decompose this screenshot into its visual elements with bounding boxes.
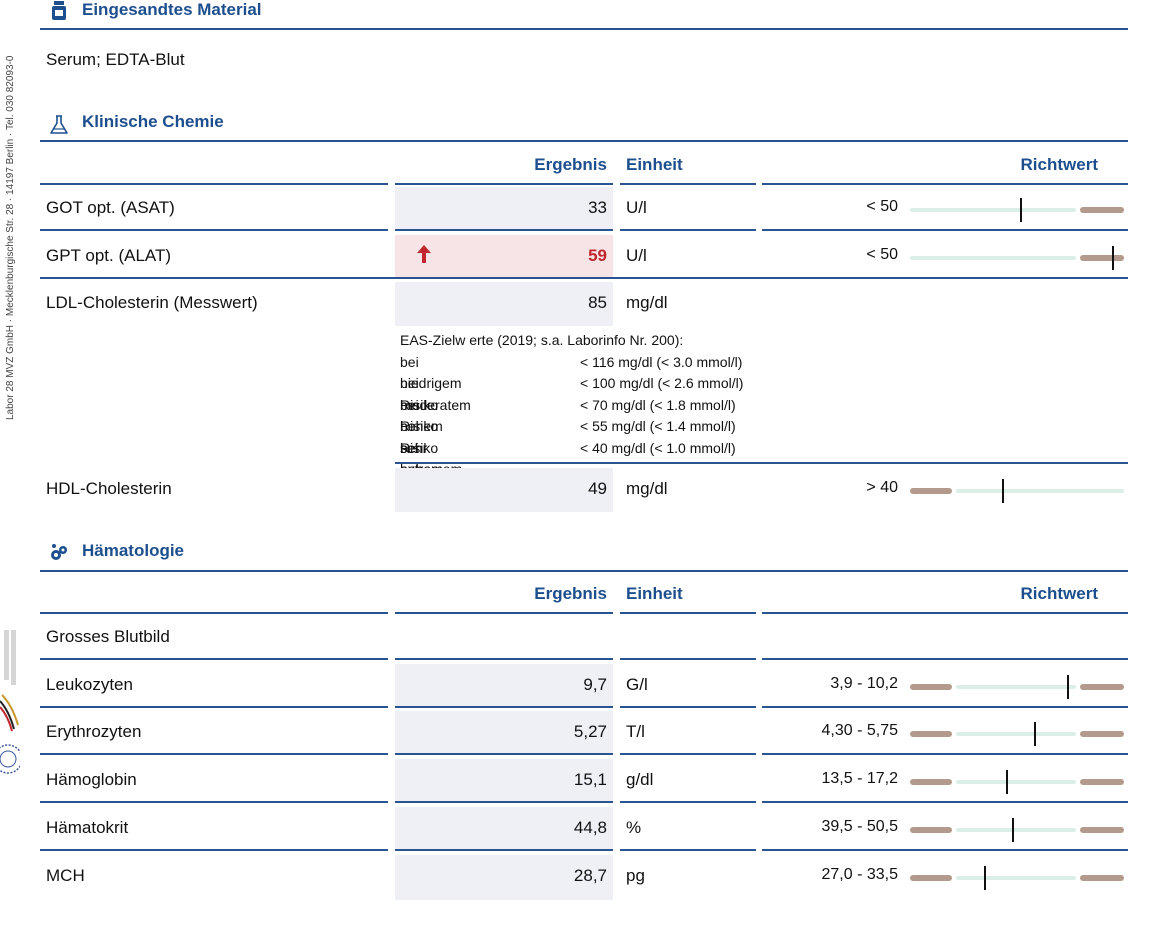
parameter-name: Hämoglobin	[46, 770, 137, 789]
unit: mg/dl	[626, 479, 668, 498]
parameter-name: Leukozyten	[46, 675, 133, 694]
table-row: MCH 28,7 pg 27,0 - 33,5	[40, 853, 1128, 900]
unit: U/l	[626, 198, 647, 217]
table-row: GOT opt. (ASAT) 33 U/l < 50	[40, 185, 1128, 231]
parameter-name: GOT opt. (ASAT)	[46, 198, 175, 217]
range-bar	[910, 198, 1124, 222]
note-intro: EAS-Zielw erte (2019; s.a. Laborinfo Nr.…	[400, 332, 684, 348]
reference-range: < 50	[866, 246, 898, 263]
note-value: < 100 mg/dl (< 2.6 mmol/l)	[580, 375, 744, 391]
result-value: 59	[588, 246, 607, 265]
bottle-icon	[52, 1, 66, 20]
section-material-header: Eingesandtes Material	[40, 0, 1128, 30]
group-label: Grosses Blutbild	[46, 627, 170, 646]
result-value: 49	[588, 479, 607, 498]
reference-range: < 50	[866, 198, 898, 215]
result-value: 28,7	[573, 866, 607, 885]
section-chemie-header: Klinische Chemie	[40, 110, 1128, 142]
arrow-up-icon	[417, 245, 431, 263]
reference-range: 13,5 - 17,2	[821, 770, 899, 787]
header-einheit: Einheit	[626, 155, 683, 174]
note-risk: bei hohem Risiko	[400, 396, 443, 456]
unit: g/dl	[626, 770, 654, 789]
range-bar	[910, 722, 1124, 746]
header-ergebnis: Ergebnis	[534, 155, 607, 174]
note-value: < 116 mg/dl (< 3.0 mmol/l)	[580, 353, 743, 370]
reference-range: 4,30 - 5,75	[821, 722, 899, 739]
range-bar	[910, 818, 1124, 842]
table-row: Hämatokrit 44,8 % 39,5 - 50,5	[40, 805, 1128, 851]
table-row: Leukozyten 9,7 G/l 3,9 - 10,2	[40, 662, 1128, 708]
haematologie-table-header: Ergebnis Einheit Richtwert	[40, 570, 1128, 614]
result-value: 44,8	[573, 818, 607, 837]
result-value: 33	[588, 198, 607, 217]
result-value: 85	[588, 293, 607, 312]
note-value: < 55 mg/dl (< 1.4 mmol/l)	[580, 418, 736, 434]
header-ergebnis: Ergebnis	[534, 584, 607, 603]
unit: T/l	[626, 722, 645, 741]
range-bar	[910, 675, 1124, 699]
result-value: 9,7	[583, 675, 607, 694]
note-risk: bei niedrigem Risiko	[400, 353, 462, 413]
note-risk: bei moderatem Risiko	[400, 375, 471, 434]
note-value: < 70 mg/dl (< 1.8 mmol/l)	[580, 396, 736, 413]
unit: U/l	[626, 246, 647, 265]
parameter-name: Hämatokrit	[46, 818, 129, 837]
parameter-name: LDL-Cholesterin (Messwert)	[46, 293, 258, 312]
table-row: Hämoglobin 15,1 g/dl 13,5 - 17,2	[40, 757, 1128, 803]
table-row: Erythrozyten 5,27 T/l 4,30 - 5,75	[40, 709, 1128, 755]
group-row: Grosses Blutbild	[40, 614, 1128, 660]
header-einheit: Einheit	[626, 584, 683, 603]
unit: mg/dl	[626, 293, 668, 312]
note-value: < 40 mg/dl (< 1.0 mmol/l)	[580, 439, 736, 456]
material-text: Serum; EDTA-Blut	[46, 50, 185, 69]
sidebar-address-text: Labor 28 MVZ GmbH · Mecklenburgische Str…	[5, 55, 16, 420]
range-bar	[910, 770, 1124, 794]
range-bar	[910, 479, 1124, 503]
reference-range: 39,5 - 50,5	[821, 818, 899, 835]
reference-range: 3,9 - 10,2	[830, 675, 898, 692]
section-title: Hämatologie	[82, 541, 185, 560]
parameter-name: Erythrozyten	[46, 722, 142, 741]
table-row: HDL-Cholesterin 49 mg/dl > 40	[40, 466, 1128, 512]
certification-seal	[0, 744, 20, 774]
section-title: Klinische Chemie	[82, 112, 224, 131]
unit: pg	[626, 866, 645, 885]
unit: G/l	[626, 675, 648, 694]
result-value: 5,27	[573, 722, 607, 741]
flask-icon	[50, 115, 68, 134]
header-richtwert: Richtwert	[1020, 584, 1098, 603]
unit: %	[626, 818, 642, 837]
accreditation-seal	[0, 630, 19, 732]
section-haematologie-header: Hämatologie	[40, 538, 1128, 572]
blood-cells-icon	[51, 544, 67, 560]
reference-range: > 40	[866, 479, 898, 496]
chemie-table-header: Ergebnis Einheit Richtwert	[40, 141, 1128, 185]
header-richtwert: Richtwert	[1020, 155, 1098, 174]
table-row: LDL-Cholesterin (Messwert) 85 mg/dl	[40, 280, 1128, 464]
range-bar	[910, 246, 1124, 270]
table-row: GPT opt. (ALAT) 59 U/l < 50	[40, 233, 1128, 279]
parameter-name: GPT opt. (ALAT)	[46, 246, 172, 265]
range-bar	[910, 866, 1124, 890]
reference-range: 27,0 - 33,5	[821, 866, 899, 883]
parameter-name: HDL-Cholesterin	[46, 479, 172, 498]
parameter-name: MCH	[46, 866, 85, 885]
result-value: 15,1	[573, 770, 607, 789]
section-title: Eingesandtes Material	[82, 0, 262, 19]
